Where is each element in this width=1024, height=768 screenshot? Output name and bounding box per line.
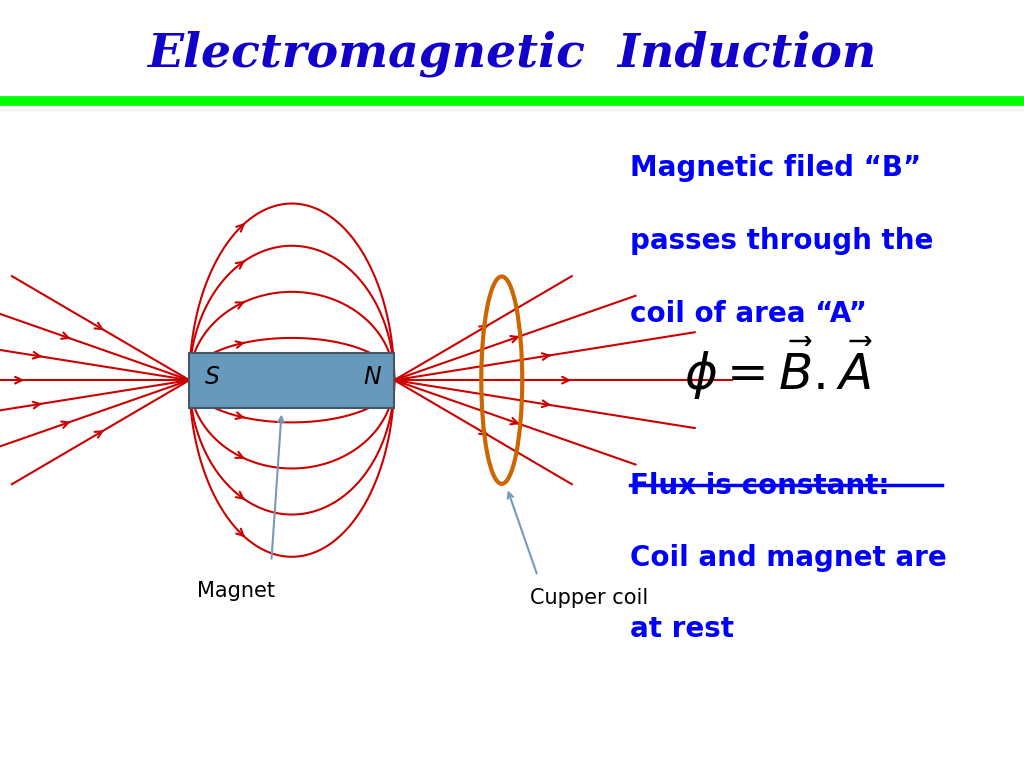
Text: Electromagnetic  Induction: Electromagnetic Induction — [147, 31, 877, 77]
Text: coil of area “A”: coil of area “A” — [630, 300, 866, 327]
FancyBboxPatch shape — [189, 353, 394, 408]
Text: Cupper coil: Cupper coil — [529, 588, 648, 607]
Text: Flux is constant:: Flux is constant: — [630, 472, 889, 500]
Text: at rest: at rest — [630, 615, 734, 643]
Text: N: N — [362, 365, 381, 389]
Text: Magnet: Magnet — [197, 581, 274, 601]
Text: passes through the: passes through the — [630, 227, 933, 254]
Text: Coil and magnet are: Coil and magnet are — [630, 544, 946, 571]
Text: $\phi = \vec{B}.\vec{A}$: $\phi = \vec{B}.\vec{A}$ — [684, 336, 872, 402]
Text: Magnetic filed “B”: Magnetic filed “B” — [630, 154, 921, 181]
Text: S: S — [205, 365, 219, 389]
